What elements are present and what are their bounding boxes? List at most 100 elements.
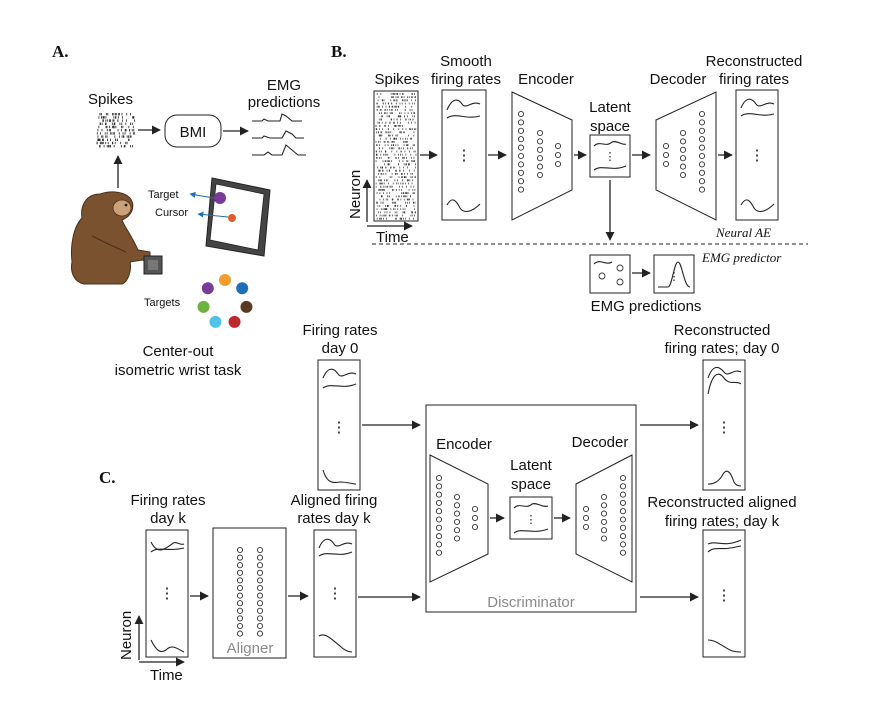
b-latent-label-line2: space <box>590 118 630 135</box>
network-node <box>236 622 244 630</box>
network-node <box>582 523 590 531</box>
c-encoder-shape <box>429 454 489 583</box>
c-latent-ellipsis: ⋮ <box>526 514 537 526</box>
network-node <box>256 577 264 584</box>
b-spikes-label: Spikes <box>374 71 419 88</box>
network-node <box>453 502 461 509</box>
network-node <box>536 129 544 137</box>
aligned-label-line2: rates day k <box>297 510 371 527</box>
emg-predictions-label: EMG predictions <box>591 298 702 315</box>
network-node <box>619 508 627 515</box>
network-node <box>600 527 608 534</box>
aligned-wave-top <box>318 538 353 549</box>
frk-wave-bottom <box>150 639 185 653</box>
c-neuron-label: Neuron <box>118 611 135 660</box>
recon0-wave-bottom <box>707 470 742 487</box>
aligned-ellipsis: ⋮ <box>328 585 343 602</box>
network-node <box>256 584 264 592</box>
b-latent-label-line1: Latent <box>589 99 632 116</box>
fr0-ellipsis: ⋮ <box>332 419 347 436</box>
b-recon-ellipsis: ⋮ <box>750 147 765 164</box>
c-encoder-nodes <box>435 474 479 556</box>
network-node <box>435 491 443 498</box>
network-node <box>536 163 544 170</box>
b-neuron-label: Neuron <box>347 170 364 219</box>
aligned-wave-top2 <box>318 551 353 557</box>
network-node <box>679 155 687 162</box>
network-node <box>619 474 627 482</box>
network-node <box>435 533 443 540</box>
network-node <box>256 546 264 554</box>
emg-predictor-node-2 <box>616 264 624 272</box>
network-node <box>435 524 443 531</box>
network-node <box>600 502 608 509</box>
panel-a-spikes-label: Spikes <box>88 91 133 108</box>
monkey-illustration <box>71 191 151 285</box>
smooth-wave-top2 <box>446 115 481 119</box>
c-time-label: Time <box>150 667 183 684</box>
network-node <box>600 510 608 517</box>
network-node <box>256 622 264 630</box>
smooth-wave-bottom <box>446 199 481 213</box>
network-node <box>619 524 627 531</box>
aligned-wave-bottom <box>318 634 353 653</box>
network-node <box>517 144 525 151</box>
network-node <box>619 491 627 498</box>
network-node <box>256 592 264 599</box>
network-node <box>698 152 706 160</box>
emg-predictor-node-3 <box>616 278 624 286</box>
network-node <box>435 499 443 506</box>
aligned-box <box>313 529 357 658</box>
emg-label-line1: EMG <box>267 77 301 94</box>
reconk-wave-top <box>707 539 742 545</box>
network-node <box>536 155 544 162</box>
panel-b-label: B. <box>331 42 347 61</box>
network-node <box>256 630 264 637</box>
bmi-box <box>164 114 222 148</box>
network-node <box>435 516 443 523</box>
targets-label: Targets <box>144 297 181 309</box>
network-node <box>698 186 706 193</box>
emg-trace-1 <box>252 113 302 122</box>
network-node <box>453 518 461 525</box>
smooth-label-line2: firing rates <box>431 71 501 88</box>
network-node <box>471 505 479 513</box>
fr0-box <box>317 359 361 491</box>
emg-label-line2: predictions <box>248 94 321 111</box>
frk-wave-top2 <box>150 547 185 553</box>
network-node <box>554 142 562 150</box>
emg-traces <box>252 113 306 156</box>
c-decoder-nodes <box>582 474 627 556</box>
recon0-wave-top2 <box>707 373 742 395</box>
monitor <box>205 177 271 257</box>
network-node <box>236 607 244 614</box>
c-decoder-label: Decoder <box>572 434 629 451</box>
c-latent-label-line2: space <box>511 476 551 493</box>
spike-raster-large <box>375 93 417 220</box>
network-node <box>236 615 244 622</box>
network-node <box>619 533 627 540</box>
emg-predictor-label: EMG predictor <box>701 250 782 265</box>
manipulandum <box>143 255 163 275</box>
network-node <box>600 493 608 501</box>
network-node <box>662 142 670 150</box>
network-node <box>536 146 544 153</box>
b-recon-box <box>735 89 779 221</box>
network-node <box>517 119 525 126</box>
panel-a-label: A. <box>52 42 69 61</box>
fr0-wave-top2 <box>322 383 357 389</box>
network-node <box>517 110 525 118</box>
network-node <box>698 119 706 126</box>
target-circle <box>228 315 241 328</box>
cursor-dot <box>228 214 236 222</box>
c-latent-wave-2 <box>513 528 549 534</box>
spike-raster-small <box>96 113 136 148</box>
smooth-label-line1: Smooth <box>440 53 492 70</box>
network-node <box>679 163 687 170</box>
network-node <box>236 577 244 584</box>
network-node <box>600 535 608 542</box>
network-node <box>236 630 244 637</box>
cursor-label: Cursor <box>155 207 188 219</box>
network-node <box>679 138 687 145</box>
network-node <box>517 127 525 134</box>
